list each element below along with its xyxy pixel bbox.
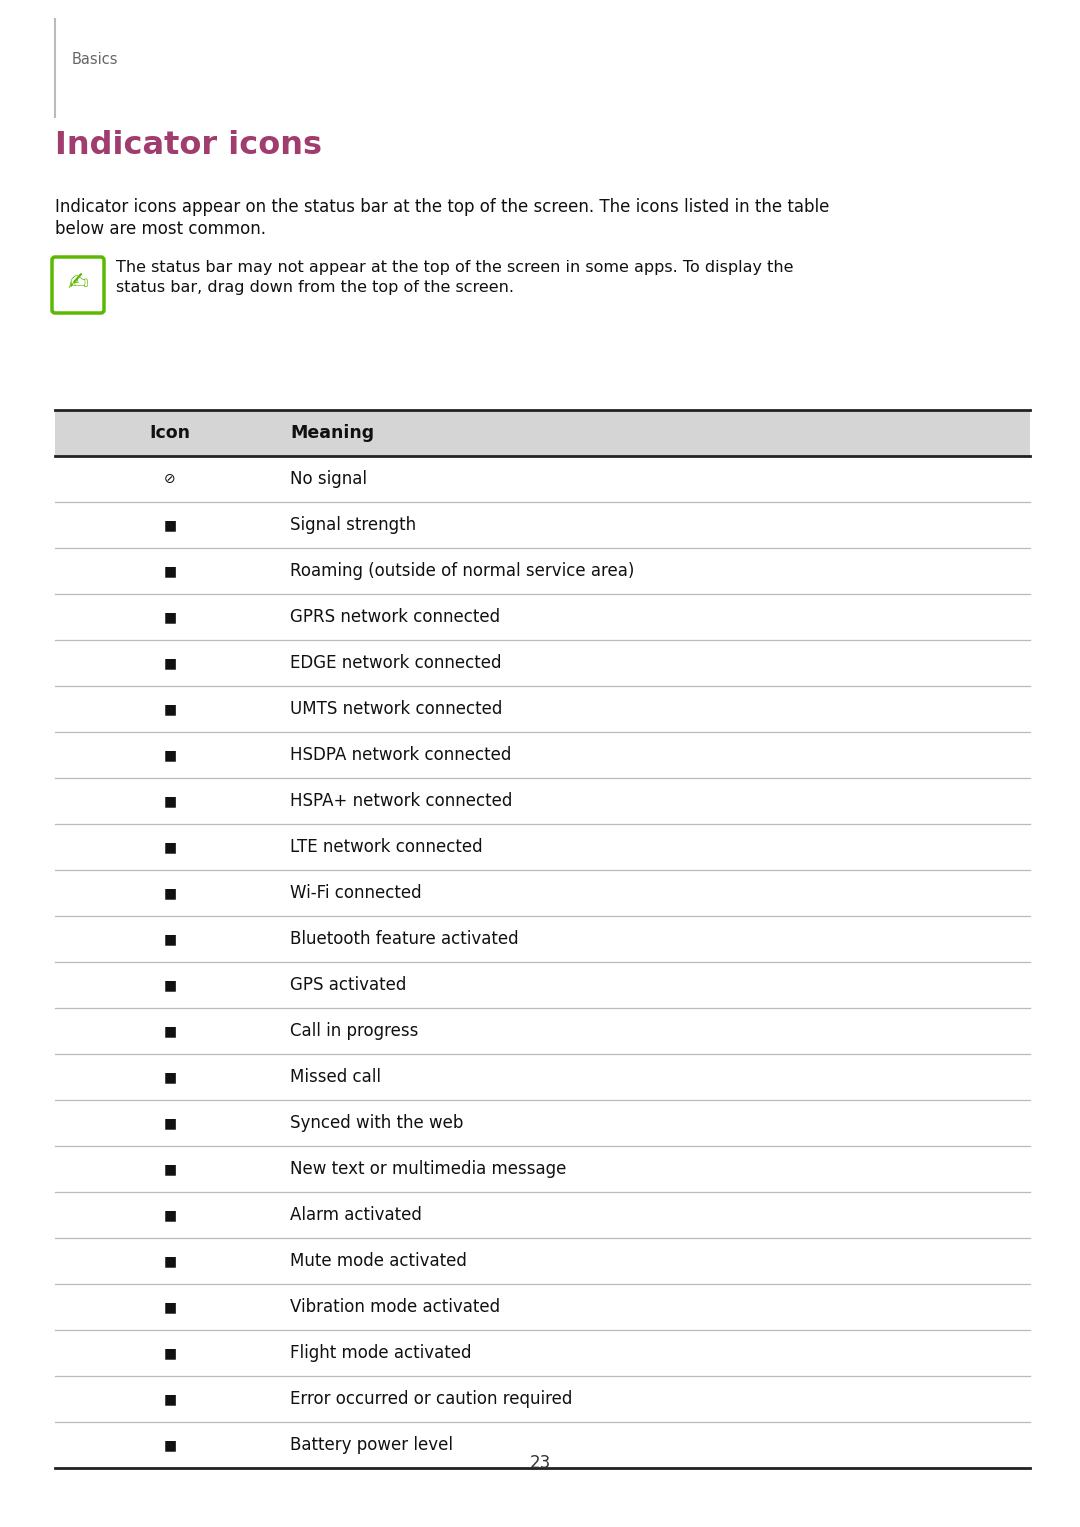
Text: ✍: ✍: [67, 270, 89, 295]
Text: Mute mode activated: Mute mode activated: [291, 1252, 467, 1270]
Text: HSDPA network connected: HSDPA network connected: [291, 747, 511, 764]
Text: 23: 23: [529, 1454, 551, 1472]
FancyBboxPatch shape: [52, 257, 104, 313]
Text: ■: ■: [163, 1208, 176, 1222]
Text: ■: ■: [163, 1116, 176, 1130]
Text: Bluetooth feature activated: Bluetooth feature activated: [291, 930, 518, 948]
Text: New text or multimedia message: New text or multimedia message: [291, 1161, 566, 1177]
Text: ■: ■: [163, 1254, 176, 1267]
Text: ■: ■: [163, 702, 176, 716]
Text: ■: ■: [163, 840, 176, 854]
Text: Missed call: Missed call: [291, 1067, 381, 1086]
Text: ■: ■: [163, 1162, 176, 1176]
Text: The status bar may not appear at the top of the screen in some apps. To display : The status bar may not appear at the top…: [116, 260, 794, 275]
Text: ■: ■: [163, 1345, 176, 1361]
Text: Synced with the web: Synced with the web: [291, 1115, 463, 1132]
Text: Wi-Fi connected: Wi-Fi connected: [291, 884, 421, 902]
Text: HSPA+ network connected: HSPA+ network connected: [291, 793, 512, 809]
Text: GPRS network connected: GPRS network connected: [291, 608, 500, 626]
Text: ■: ■: [163, 977, 176, 993]
Text: ■: ■: [163, 886, 176, 899]
Text: No signal: No signal: [291, 470, 367, 489]
Text: Alarm activated: Alarm activated: [291, 1206, 422, 1225]
Text: ■: ■: [163, 748, 176, 762]
Text: Battery power level: Battery power level: [291, 1435, 453, 1454]
Text: Basics: Basics: [72, 52, 119, 67]
Text: ■: ■: [163, 794, 176, 808]
Text: UMTS network connected: UMTS network connected: [291, 699, 502, 718]
Text: Icon: Icon: [149, 425, 190, 441]
Text: LTE network connected: LTE network connected: [291, 838, 483, 857]
Text: Call in progress: Call in progress: [291, 1022, 418, 1040]
Text: ■: ■: [163, 563, 176, 579]
Text: Indicator icons appear on the status bar at the top of the screen. The icons lis: Indicator icons appear on the status bar…: [55, 199, 829, 215]
Text: Meaning: Meaning: [291, 425, 374, 441]
Text: ■: ■: [163, 1025, 176, 1038]
Text: Signal strength: Signal strength: [291, 516, 416, 534]
Text: below are most common.: below are most common.: [55, 220, 266, 238]
Text: ■: ■: [163, 657, 176, 670]
Text: ■: ■: [163, 1070, 176, 1084]
Text: status bar, drag down from the top of the screen.: status bar, drag down from the top of th…: [116, 279, 514, 295]
Text: ■: ■: [163, 1438, 176, 1452]
Text: Vibration mode activated: Vibration mode activated: [291, 1298, 500, 1316]
Text: ■: ■: [163, 518, 176, 531]
Text: GPS activated: GPS activated: [291, 976, 406, 994]
Text: ■: ■: [163, 609, 176, 625]
Text: ■: ■: [163, 931, 176, 947]
Text: Roaming (outside of normal service area): Roaming (outside of normal service area): [291, 562, 634, 580]
Text: Flight mode activated: Flight mode activated: [291, 1344, 472, 1362]
Text: Indicator icons: Indicator icons: [55, 130, 322, 160]
Bar: [55, 411, 1030, 457]
Text: ■: ■: [163, 1299, 176, 1315]
Text: ⊘: ⊘: [164, 472, 176, 486]
Text: Error occurred or caution required: Error occurred or caution required: [291, 1390, 572, 1408]
Text: EDGE network connected: EDGE network connected: [291, 654, 501, 672]
Text: ■: ■: [163, 1393, 176, 1406]
